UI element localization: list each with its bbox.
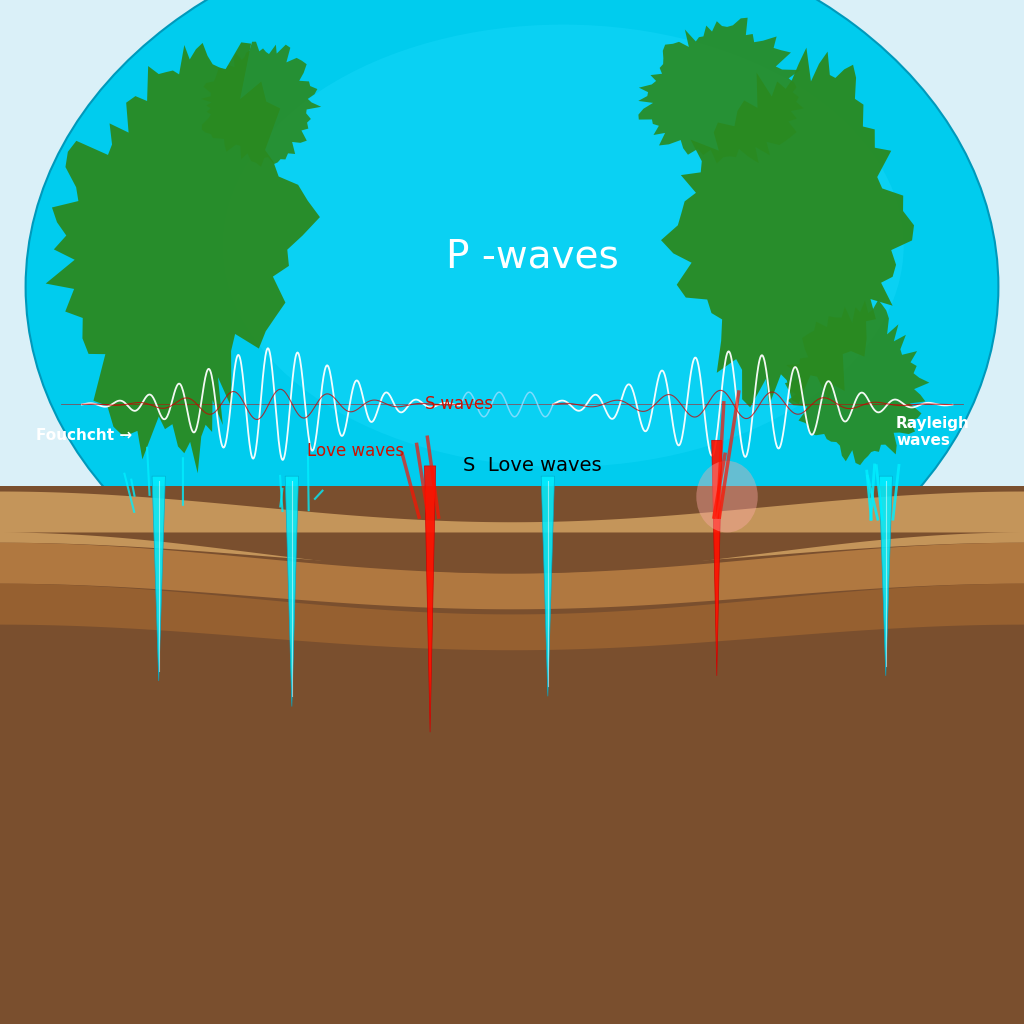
Text: Fouchcht →: Fouchcht → <box>36 428 132 442</box>
Polygon shape <box>0 584 1024 650</box>
Polygon shape <box>0 486 1024 1024</box>
Polygon shape <box>0 543 1024 609</box>
Text: Rayleigh
waves: Rayleigh waves <box>896 416 970 449</box>
Polygon shape <box>151 479 166 517</box>
Polygon shape <box>882 490 892 519</box>
Polygon shape <box>174 467 189 517</box>
Polygon shape <box>293 449 315 525</box>
Polygon shape <box>167 487 181 517</box>
Polygon shape <box>202 42 322 167</box>
Ellipse shape <box>696 461 758 532</box>
Polygon shape <box>0 532 1024 573</box>
Polygon shape <box>155 463 170 517</box>
Polygon shape <box>712 440 722 676</box>
Polygon shape <box>715 457 743 517</box>
Polygon shape <box>878 486 888 519</box>
Text: S  Love waves: S Love waves <box>463 457 602 475</box>
Polygon shape <box>288 437 309 525</box>
Polygon shape <box>727 439 756 517</box>
Ellipse shape <box>26 0 998 655</box>
Polygon shape <box>307 468 329 525</box>
Polygon shape <box>162 467 177 517</box>
Polygon shape <box>0 543 1024 609</box>
Polygon shape <box>729 418 758 517</box>
Text: S-waves: S-waves <box>425 395 494 414</box>
Polygon shape <box>46 42 319 473</box>
Polygon shape <box>424 444 444 517</box>
Polygon shape <box>713 407 741 517</box>
Polygon shape <box>284 478 305 525</box>
Polygon shape <box>152 476 166 681</box>
Polygon shape <box>275 470 298 525</box>
Polygon shape <box>881 485 891 519</box>
Polygon shape <box>0 492 1024 568</box>
Polygon shape <box>425 469 445 517</box>
Polygon shape <box>662 48 914 408</box>
Polygon shape <box>309 454 332 525</box>
Text: Love waves: Love waves <box>307 441 404 460</box>
Polygon shape <box>879 476 892 676</box>
Polygon shape <box>428 460 449 517</box>
Polygon shape <box>412 471 432 517</box>
Polygon shape <box>161 478 175 517</box>
Polygon shape <box>285 476 299 707</box>
Polygon shape <box>708 459 736 517</box>
Polygon shape <box>785 300 930 465</box>
Polygon shape <box>727 419 756 517</box>
Polygon shape <box>293 458 314 525</box>
Polygon shape <box>414 431 434 517</box>
Polygon shape <box>0 584 1024 650</box>
Polygon shape <box>714 449 742 517</box>
Polygon shape <box>0 492 1024 568</box>
Ellipse shape <box>223 25 904 467</box>
Polygon shape <box>726 429 755 517</box>
Polygon shape <box>160 475 174 517</box>
Polygon shape <box>424 474 444 517</box>
Polygon shape <box>0 532 1024 573</box>
Polygon shape <box>300 473 323 525</box>
Polygon shape <box>638 17 804 164</box>
Text: P -waves: P -waves <box>446 237 618 275</box>
Polygon shape <box>424 466 436 732</box>
Polygon shape <box>444 445 465 517</box>
Polygon shape <box>150 482 164 517</box>
Polygon shape <box>0 532 1024 1024</box>
Polygon shape <box>442 472 463 517</box>
Polygon shape <box>542 476 555 696</box>
